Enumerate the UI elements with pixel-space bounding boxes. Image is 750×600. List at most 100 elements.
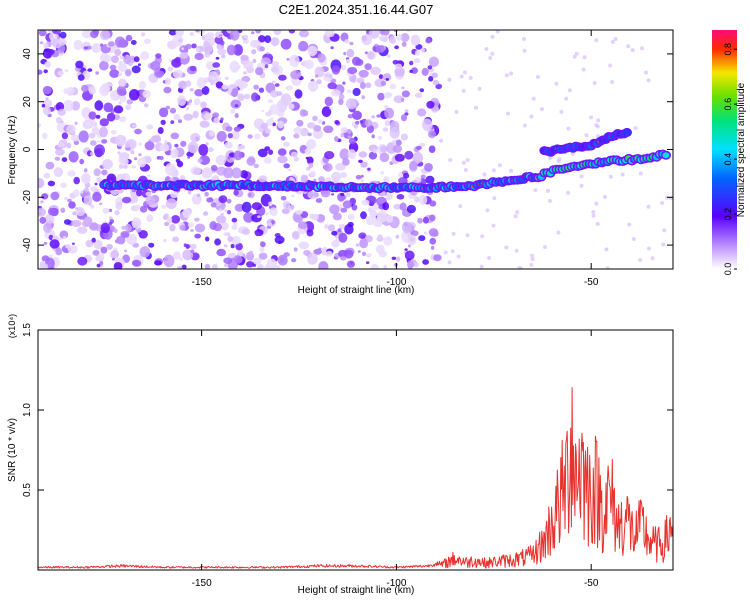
noise-cell — [64, 219, 71, 225]
noise-cell — [343, 52, 346, 55]
noise-cell — [421, 48, 426, 53]
noise-cell — [372, 134, 375, 138]
noise-cell — [296, 210, 303, 215]
noise-cell — [580, 174, 584, 178]
noise-cell — [428, 76, 433, 82]
noise-cell — [359, 70, 369, 78]
noise-cell — [185, 80, 191, 87]
noise-cell — [338, 99, 343, 105]
y-tick-label: 1.0 — [22, 403, 33, 417]
noise-cell — [67, 87, 74, 95]
noise-cell — [231, 167, 241, 178]
noise-cell — [167, 217, 172, 223]
noise-cell — [77, 257, 87, 266]
noise-cell — [367, 52, 374, 60]
noise-cell — [325, 74, 329, 77]
noise-cell — [644, 71, 648, 75]
noise-cell — [82, 221, 91, 228]
noise-cell — [60, 208, 65, 213]
noise-cell — [258, 149, 268, 158]
noise-cell — [132, 260, 141, 267]
noise-cell — [76, 208, 85, 216]
noise-cell — [259, 88, 264, 93]
noise-cell — [97, 140, 100, 143]
noise-cell — [184, 243, 187, 247]
noise-cell — [583, 55, 587, 59]
noise-cell — [348, 214, 355, 220]
noise-cell — [631, 48, 635, 52]
noise-cell — [224, 209, 227, 213]
noise-cell — [101, 247, 108, 254]
noise-cell — [307, 229, 314, 236]
noise-cell — [380, 27, 389, 36]
noise-cell — [46, 97, 49, 99]
noise-cell — [604, 247, 608, 251]
noise-cell — [377, 93, 384, 101]
noise-cell — [219, 195, 228, 203]
noise-cell — [515, 249, 519, 253]
noise-cell — [407, 261, 414, 269]
noise-cell — [330, 46, 333, 49]
noise-cell — [146, 124, 153, 129]
noise-cell — [138, 153, 141, 156]
noise-cell — [401, 98, 404, 102]
noise-cell — [111, 130, 117, 135]
noise-cell — [119, 164, 123, 169]
noise-cell — [627, 223, 631, 227]
noise-cell — [348, 149, 357, 159]
noise-cell — [478, 87, 482, 91]
noise-cell — [530, 254, 534, 258]
noise-cell — [568, 88, 572, 92]
noise-cell — [308, 163, 313, 169]
noise-cell — [34, 178, 44, 188]
noise-cell — [420, 88, 425, 92]
noise-cell — [444, 250, 448, 254]
noise-cell — [384, 108, 394, 119]
noise-cell — [342, 158, 350, 166]
noise-cell — [71, 220, 81, 227]
noise-cell — [346, 59, 350, 64]
noise-cell — [91, 43, 101, 53]
noise-cell — [594, 202, 598, 206]
noise-cell — [179, 52, 188, 58]
noise-cell — [301, 175, 309, 183]
noise-cell — [132, 166, 136, 169]
noise-cell — [92, 238, 96, 243]
noise-cell — [240, 55, 248, 61]
noise-cell — [281, 136, 286, 140]
noise-cell — [227, 45, 236, 56]
noise-cell — [46, 162, 55, 170]
noise-cell — [405, 109, 409, 112]
noise-cell — [360, 179, 364, 183]
noise-cell — [139, 81, 146, 89]
noise-cell — [197, 48, 200, 51]
noise-cell — [43, 86, 52, 94]
noise-cell — [253, 85, 259, 90]
noise-cell — [383, 236, 392, 245]
noise-cell — [639, 172, 643, 176]
noise-cell — [346, 192, 350, 197]
noise-cell — [223, 257, 232, 264]
noise-cell — [505, 73, 509, 77]
colorbar-tick-label: 0.2 — [723, 208, 733, 221]
noise-cell — [474, 106, 478, 110]
noise-cell — [169, 224, 175, 231]
noise-cell — [431, 246, 434, 250]
y-tick-label: 0.5 — [22, 483, 33, 497]
noise-cell — [271, 66, 279, 72]
noise-cell — [126, 35, 133, 41]
noise-cell — [462, 161, 466, 165]
noise-cell — [233, 190, 238, 196]
noise-cell — [264, 158, 272, 164]
noise-cell — [159, 156, 164, 160]
noise-cell — [396, 235, 400, 239]
noise-cell — [428, 130, 436, 138]
noise-cell — [433, 254, 441, 261]
noise-cell — [509, 169, 513, 173]
noise-cell — [227, 236, 233, 242]
noise-cell — [44, 69, 48, 73]
noise-cell — [118, 79, 127, 87]
noise-cell — [132, 125, 136, 128]
noise-cell — [208, 71, 218, 80]
noise-cell — [159, 144, 169, 152]
